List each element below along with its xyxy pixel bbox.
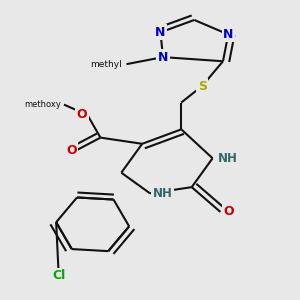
Text: methoxy: methoxy [25, 100, 62, 109]
Text: Cl: Cl [52, 269, 65, 282]
Text: N: N [155, 26, 166, 39]
Text: NH: NH [218, 152, 238, 165]
Text: O: O [66, 143, 77, 157]
Text: O: O [223, 206, 234, 218]
Text: S: S [198, 80, 207, 92]
Text: NH: NH [153, 187, 172, 200]
Text: N: N [223, 28, 233, 41]
Text: N: N [158, 51, 168, 64]
Text: methyl: methyl [91, 60, 122, 69]
Text: O: O [77, 108, 87, 122]
